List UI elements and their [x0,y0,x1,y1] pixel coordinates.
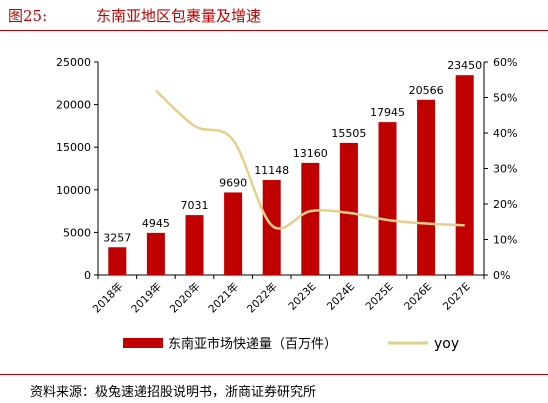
x-tick-label: 2021年 [206,280,242,316]
bar-value-label: 4945 [142,217,170,230]
yoy-line-series [155,89,465,230]
bar-value-label: 7031 [181,199,209,212]
right-tick-label: 0% [493,269,510,282]
bar-value-label: 23450 [447,59,482,72]
bar [262,180,281,275]
right-tick-label: 40% [493,127,517,140]
right-tick-label: 30% [493,163,517,176]
bar [185,215,204,275]
left-tick-label: 25000 [56,56,91,69]
x-tick-label: 2025E [364,281,396,313]
legend-label-line: yoy [434,336,459,352]
bar-series [108,75,474,276]
x-tick-label: 2027E [441,281,473,313]
bar [455,75,474,276]
x-tick-label: 2018年 [90,280,126,316]
right-tick-label: 50% [493,92,517,105]
bar-value-label: 13160 [293,147,328,160]
left-tick-label: 10000 [56,184,91,197]
left-tick-label: 5000 [63,226,91,239]
bar [378,122,397,275]
bar [417,99,436,275]
bar-value-label: 11148 [254,164,289,177]
source-note: 资料来源：极兔速递招股说明书，浙商证券研究所 [30,385,317,400]
chart: 0 5000 10000 15000 20000 25000 0% 10% 20% 30% 40% 5… [56,56,517,352]
bar-value-label: 20566 [409,84,444,97]
right-tick-label: 10% [493,234,517,247]
figure-title: 东南亚地区包裹量及增速 [96,7,262,25]
left-tick-label: 15000 [56,141,91,154]
bar [224,192,243,275]
right-tick-label: 60% [493,56,517,69]
legend: 东南亚市场快递量（百万件） yoy [123,336,459,352]
x-tick-label: 2022年 [244,280,280,316]
bar [339,142,358,275]
right-tick-label: 20% [493,198,517,211]
bar [146,232,165,275]
bar-value-label: 15505 [331,127,366,140]
figure-number: 图25: [8,7,48,25]
footer-rule [0,374,548,375]
figure-header: 图25: 东南亚地区包裹量及增速 [0,0,548,34]
x-tick-label: 2020年 [167,280,203,316]
yoy-line [155,89,465,230]
x-tick-labels: 2018年 2019年 2020年 2021年 2022年 2023E 2024E 2025E… [90,280,473,316]
legend-swatch-bar [123,338,163,348]
x-tick-label: 2026E [402,281,434,313]
bar-value-label: 9690 [219,176,247,189]
bar [108,247,127,275]
x-tick-label: 2019年 [129,280,165,316]
chart-axes: 0 5000 10000 15000 20000 25000 0% 10% 20% 30% 40% 5… [56,56,517,282]
bar-value-label: 17945 [370,106,405,119]
header-rule [0,30,548,31]
legend-label-bar: 东南亚市场快递量（百万件） [168,336,337,352]
x-tick-label: 2023E [286,281,318,313]
left-tick-label: 0 [84,269,91,282]
left-tick-label: 20000 [56,99,91,112]
bar [301,162,320,275]
x-tick-label: 2024E [325,281,357,313]
bar-value-label: 3257 [103,231,131,244]
